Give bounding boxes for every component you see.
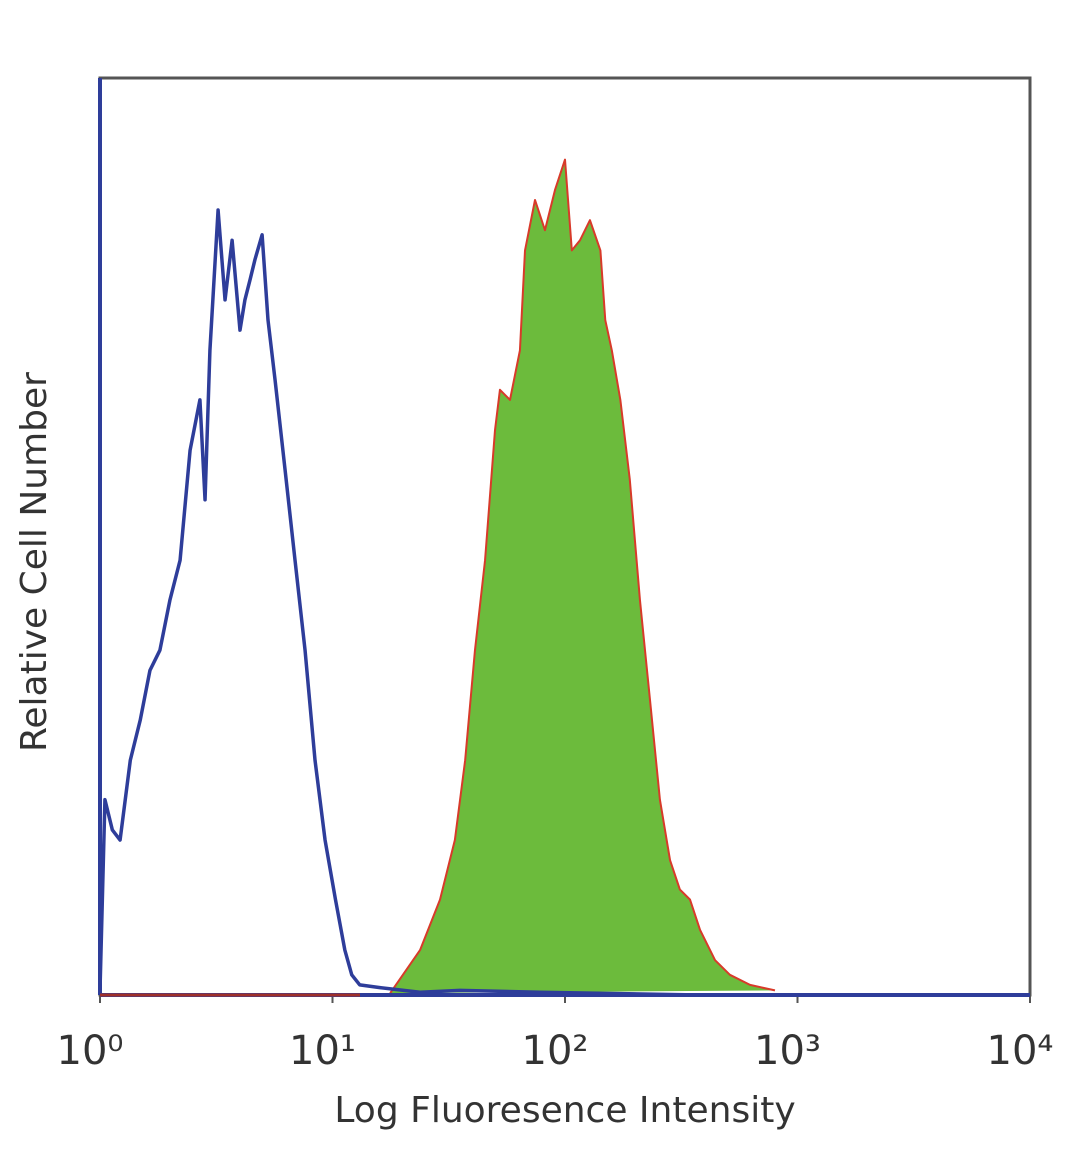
x-tick-label: 10⁴ (987, 1028, 1054, 1074)
x-tick-label: 10⁰ (57, 1028, 124, 1074)
x-tick-label: 10³ (754, 1028, 821, 1074)
x-axis-label: Log Fluoresence Intensity (334, 1090, 795, 1131)
x-tick-label: 10² (522, 1028, 589, 1074)
histogram-line (98, 208, 1030, 997)
histogram-area (389, 158, 776, 994)
x-tick-label: 10¹ (289, 1028, 356, 1074)
y-axis-label: Relative Cell Number (14, 372, 55, 752)
